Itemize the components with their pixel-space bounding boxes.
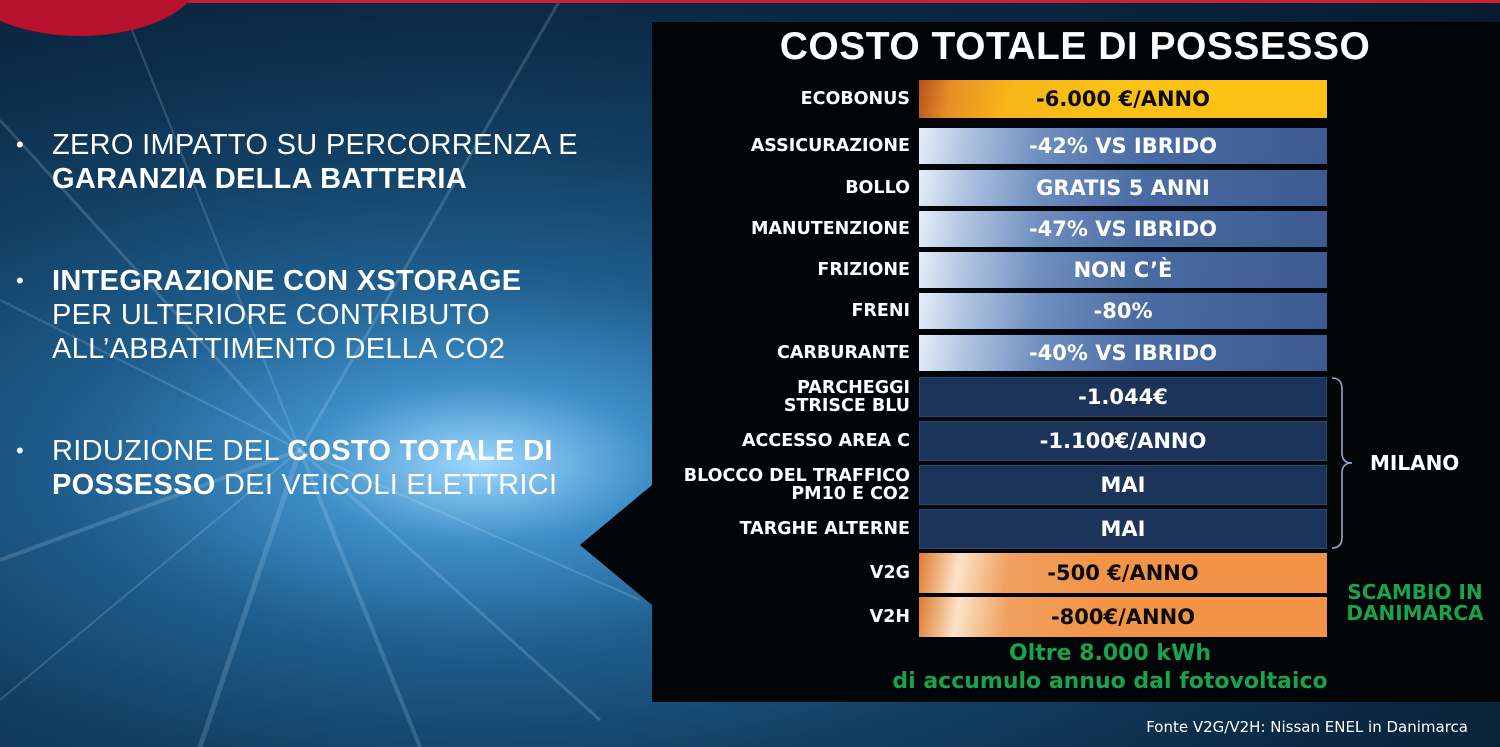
row-value: -1.044€ [919, 377, 1327, 417]
row-label: FRENI [851, 302, 910, 320]
bullet-run: ALL’ABBATTIMENTO DELLA CO2 [52, 333, 506, 365]
panel-pointer [580, 485, 652, 605]
row-label: ECOBONUS [801, 90, 910, 108]
row-value: -40% VS IBRIDO [919, 335, 1327, 371]
row-label: ACCESSO AREA C [742, 432, 910, 450]
bullet-dot: • [16, 268, 25, 293]
row-label-line: PM10 E CO2 [791, 484, 910, 504]
corner-accent-shape [0, 0, 200, 36]
row-label: TARGHE ALTERNE [740, 520, 910, 538]
bullet-bold-run: INTEGRAZIONE CON XSTORAGE [52, 265, 522, 297]
bullet-text: RIDUZIONE DEL COSTO TOTALE DI POSSESSO DE… [52, 434, 612, 502]
bullet-text: INTEGRAZIONE CON XSTORAGE PER ULTERIORE C… [52, 264, 612, 366]
photovoltaic-note-line: Oltre 8.000 kWh [1009, 641, 1211, 666]
bullet-dot: • [16, 132, 25, 157]
row-value: -47% VS IBRIDO [919, 211, 1327, 247]
row-label: V2G [870, 564, 910, 582]
bullet-line: ZERO IMPATTO SU PERCORRENZA E [52, 128, 612, 162]
bullet-run: PER ULTERIORE CONTRIBUTO [52, 299, 490, 331]
bullet-run: RIDUZIONE DEL [52, 435, 288, 467]
row-label-line: ASSICURAZIONE [750, 136, 910, 156]
row-value: GRATIS 5 ANNI [919, 170, 1327, 206]
row-value: NON C’È [919, 252, 1327, 288]
row-label-line: BOLLO [845, 178, 910, 198]
bullet-run: DEI VEICOLI ELETTRICI [215, 469, 558, 501]
bullet-line: PER ULTERIORE CONTRIBUTO [52, 298, 612, 332]
row-label: BLOCCO DEL TRAFFICO PM10 E CO2 [684, 467, 910, 503]
row-label: FRIZIONE [817, 261, 910, 279]
row-value: -6.000 €/ANNO [919, 80, 1327, 118]
bullet-line: GARANZIA DELLA BATTERIA [52, 162, 612, 196]
bullet-line: RIDUZIONE DEL COSTO TOTALE DI [52, 434, 612, 468]
row-value: -42% VS IBRIDO [919, 128, 1327, 164]
row-label-line: ACCESSO AREA C [741, 431, 910, 451]
row-value: -800€/ANNO [919, 597, 1327, 637]
row-label: PARCHEGGI STRISCE BLU [784, 379, 910, 415]
row-label: V2H [870, 608, 910, 626]
source-note: Fonte V2G/V2H: Nissan ENEL in Danimarca [1146, 718, 1468, 736]
row-label-line: V2G [869, 563, 910, 583]
bullet-bold-run: POSSESSO [52, 469, 216, 501]
row-label: BOLLO [845, 179, 910, 197]
row-label-line: CARBURANTE [777, 343, 910, 363]
bullet-line: ALL’ABBATTIMENTO DELLA CO2 [52, 332, 612, 366]
row-label: ASSICURAZIONE [751, 137, 910, 155]
row-label-line: PARCHEGGI [797, 378, 910, 398]
photovoltaic-note-line: di accumulo annuo dal fotovoltaico [892, 669, 1328, 694]
row-label-line: TARGHE ALTERNE [739, 519, 910, 539]
row-label-line: FRENI [851, 301, 910, 321]
bullet-dot: • [16, 438, 25, 463]
panel-title: COSTO TOTALE DI POSSESSO [779, 25, 1371, 68]
bullet-run: ZERO IMPATTO SU PERCORRENZA E [52, 129, 578, 161]
row-label-line: FRIZIONE [817, 260, 910, 280]
milano-label: MILANO [1370, 451, 1460, 475]
row-value: -500 €/ANNO [919, 553, 1327, 593]
scambio-line: DANIMARCA [1346, 601, 1484, 625]
scambio-line: SCAMBIO IN [1347, 580, 1483, 604]
photovoltaic-note: Oltre 8.000 kWh di accumulo annuo dal fo… [850, 640, 1370, 696]
row-label-line: BLOCCO DEL TRAFFICO [683, 466, 910, 486]
bullet-bold-run: GARANZIA DELLA BATTERIA [52, 163, 468, 195]
bullet-line: INTEGRAZIONE CON XSTORAGE [52, 264, 612, 298]
row-label: CARBURANTE [777, 344, 910, 362]
bullet-bold-run: COSTO TOTALE DI [287, 435, 553, 467]
row-label: MANUTENZIONE [751, 220, 910, 238]
row-label-line: V2H [869, 607, 910, 627]
row-value: -1.100€/ANNO [919, 421, 1327, 461]
bullet-text: ZERO IMPATTO SU PERCORRENZA E GARANZIA DE… [52, 128, 612, 196]
row-value: MAI [919, 465, 1327, 505]
row-value: MAI [919, 509, 1327, 549]
milano-brace [1331, 377, 1353, 549]
row-label-line: ECOBONUS [800, 89, 910, 109]
row-label-line: STRISCE BLU [783, 396, 910, 416]
bullet-line: POSSESSO DEI VEICOLI ELETTRICI [52, 468, 612, 502]
row-label-line: MANUTENZIONE [750, 219, 910, 239]
scambio-label: SCAMBIO IN DANIMARCA [1335, 582, 1495, 624]
row-value: -80% [919, 293, 1327, 329]
top-accent-line [0, 0, 1500, 3]
